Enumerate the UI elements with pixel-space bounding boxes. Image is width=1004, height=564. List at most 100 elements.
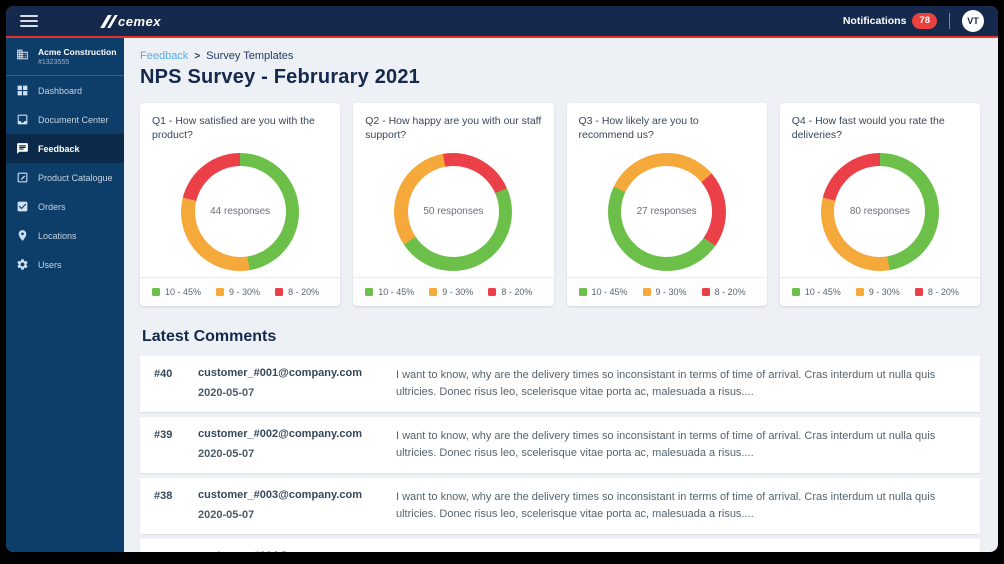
account-id: #1323555 — [38, 59, 70, 66]
legend-item: 10 - 45% — [365, 287, 414, 297]
app-window: cemex Notifications 78 VT Acme Construct… — [6, 6, 998, 552]
legend-item: 8 - 20% — [275, 287, 319, 297]
comment-date: 2020-05-07 — [198, 509, 255, 522]
legend-swatch-icon — [216, 288, 225, 296]
legend-swatch-icon — [914, 288, 923, 296]
hamburger-menu-icon[interactable] — [20, 15, 38, 27]
sidebar-item-label: Product Catalogue — [38, 172, 113, 183]
sidebar-item-product-catalogue[interactable]: Product Catalogue — [6, 163, 124, 192]
legend-label: 10 - 45% — [165, 287, 202, 297]
legend-item: 9 - 30% — [216, 287, 260, 297]
legend-item: 10 - 45% — [791, 287, 841, 297]
chart-title: Q3 - How likely are you to recommend us? — [578, 115, 699, 141]
donut-chart: 27 responses — [607, 152, 726, 271]
legend-swatch-icon — [642, 288, 651, 296]
sidebar-item-users[interactable]: Users — [6, 250, 124, 279]
comment-email: customer_#004@company.com — [198, 550, 380, 552]
comment-text: I want to know, why are the delivery tim… — [396, 369, 936, 399]
latest-comments-heading: Latest Comments — [142, 328, 277, 345]
legend-label: 9 - 30% — [868, 287, 900, 297]
legend-swatch-icon — [578, 288, 587, 296]
survey-chart-card-q2: Q2 - How happy are you with our staff su… — [353, 103, 554, 306]
legend-label: 8 - 20% — [714, 287, 746, 297]
breadcrumb-separator: > — [194, 50, 201, 62]
legend-item: 8 - 20% — [701, 287, 746, 297]
donut-center-label: 80 responses — [849, 206, 910, 218]
sidebar-item-label: Users — [38, 259, 62, 270]
donut-center-label: 27 responses — [636, 206, 697, 218]
notifications-button[interactable]: Notifications 78 — [843, 13, 937, 29]
chart-legend: 10 - 45% 9 - 30% 8 - 20% — [566, 277, 767, 306]
chart-title: Q2 - How happy are you with our staff su… — [365, 115, 542, 141]
comment-email: customer_#001@company.com — [198, 367, 362, 379]
sidebar-item-document-center[interactable]: Document Center — [6, 105, 124, 134]
chart-title: Q1 - How satisfied are you with the prod… — [152, 115, 315, 141]
legend-label: 8 - 20% — [288, 287, 320, 297]
notifications-badge: 78 — [912, 13, 937, 29]
main-content: Feedback > Survey Templates NPS Survey -… — [124, 38, 998, 552]
user-avatar[interactable]: VT — [962, 10, 984, 32]
comment-id: #38 — [154, 490, 173, 503]
sidebar-item-label: Feedback — [38, 143, 80, 154]
sidebar-account[interactable]: Acme Construction #1323555 — [6, 38, 124, 76]
legend-item: 9 - 30% — [429, 287, 473, 297]
sidebar-item-orders[interactable]: Orders — [6, 192, 124, 221]
breadcrumb-link-feedback[interactable]: Feedback — [140, 50, 189, 62]
donut-center-label: 44 responses — [210, 206, 271, 218]
legend-swatch-icon — [701, 288, 710, 296]
legend-swatch-icon — [488, 288, 497, 296]
comment-row[interactable]: #39 customer_#002@company.com 2020-05-07 I … — [140, 417, 980, 474]
survey-chart-card-q4: Q4 - How fast would you rate the deliver… — [779, 103, 980, 306]
topbar-divider — [949, 13, 950, 29]
breadcrumb-current: Survey Templates — [206, 50, 294, 62]
legend-label: 9 - 30% — [442, 287, 474, 297]
legend-swatch-icon — [429, 288, 438, 296]
legend-swatch-icon — [152, 288, 160, 296]
chart-legend: 10 - 45% 9 - 30% 8 - 20% — [779, 277, 980, 306]
comment-email: customer_#002@company.com — [198, 428, 362, 441]
legend-label: 9 - 30% — [655, 287, 687, 297]
survey-chart-card-q1: Q1 - How satisfied are you with the prod… — [140, 103, 341, 306]
notifications-label: Notifications — [842, 15, 907, 27]
comment-text: I want to know, why are the delivery tim… — [396, 430, 936, 460]
comment-id: #40 — [154, 368, 173, 380]
product-catalogue-icon — [16, 171, 29, 184]
document-center-icon — [16, 113, 29, 126]
comment-text: I want to know, why are the delivery tim… — [380, 550, 964, 552]
sidebar-item-locations[interactable]: Locations — [6, 221, 124, 250]
legend-label: 8 - 20% — [927, 287, 959, 297]
donut-center-label: 50 responses — [423, 206, 484, 218]
users-gear-icon — [16, 258, 29, 271]
legend-item: 10 - 45% — [578, 287, 628, 297]
legend-item: 8 - 20% — [914, 287, 959, 297]
comment-date: 2020-05-07 — [198, 387, 255, 399]
cemex-logo-text: cemex — [118, 13, 161, 29]
sidebar-item-label: Dashboard — [38, 85, 83, 96]
legend-swatch-icon — [791, 288, 800, 296]
sidebar-item-dashboard[interactable]: Dashboard — [6, 76, 124, 105]
legend-label: 10 - 45% — [591, 287, 628, 297]
comment-date: 2020-05-07 — [198, 448, 255, 461]
comment-text: I want to know, why are the delivery tim… — [396, 491, 936, 521]
orders-checkbox-icon — [16, 200, 29, 213]
legend-item: 9 - 30% — [855, 287, 900, 297]
donut-chart: 44 responses — [181, 152, 300, 271]
comment-row[interactable]: #40 customer_#001@company.com 2020-05-07 I … — [140, 356, 980, 413]
sidebar-item-label: Locations — [38, 230, 77, 241]
donut-chart: 80 responses — [820, 152, 939, 271]
sidebar-nav: Dashboard Document Center Feedback Product … — [6, 76, 124, 279]
feedback-chat-icon — [16, 142, 29, 155]
legend-swatch-icon — [855, 288, 864, 296]
donut-chart: 50 responses — [394, 152, 513, 271]
breadcrumb: Feedback > Survey Templates — [140, 50, 980, 62]
location-pin-icon — [16, 229, 29, 242]
sidebar-item-feedback[interactable]: Feedback — [6, 134, 124, 163]
legend-item: 9 - 30% — [642, 287, 687, 297]
comment-row[interactable]: #38 customer_#003@company.com 2020-05-07 I … — [140, 478, 980, 535]
chart-title: Q4 - How fast would you rate the deliver… — [791, 115, 945, 141]
legend-item: 8 - 20% — [488, 287, 532, 297]
sidebar-item-label: Orders — [38, 201, 66, 212]
comment-row[interactable]: #37customer_#004@company.com2020-05-07I … — [140, 539, 980, 552]
sidebar-item-label: Document Center — [38, 114, 109, 125]
